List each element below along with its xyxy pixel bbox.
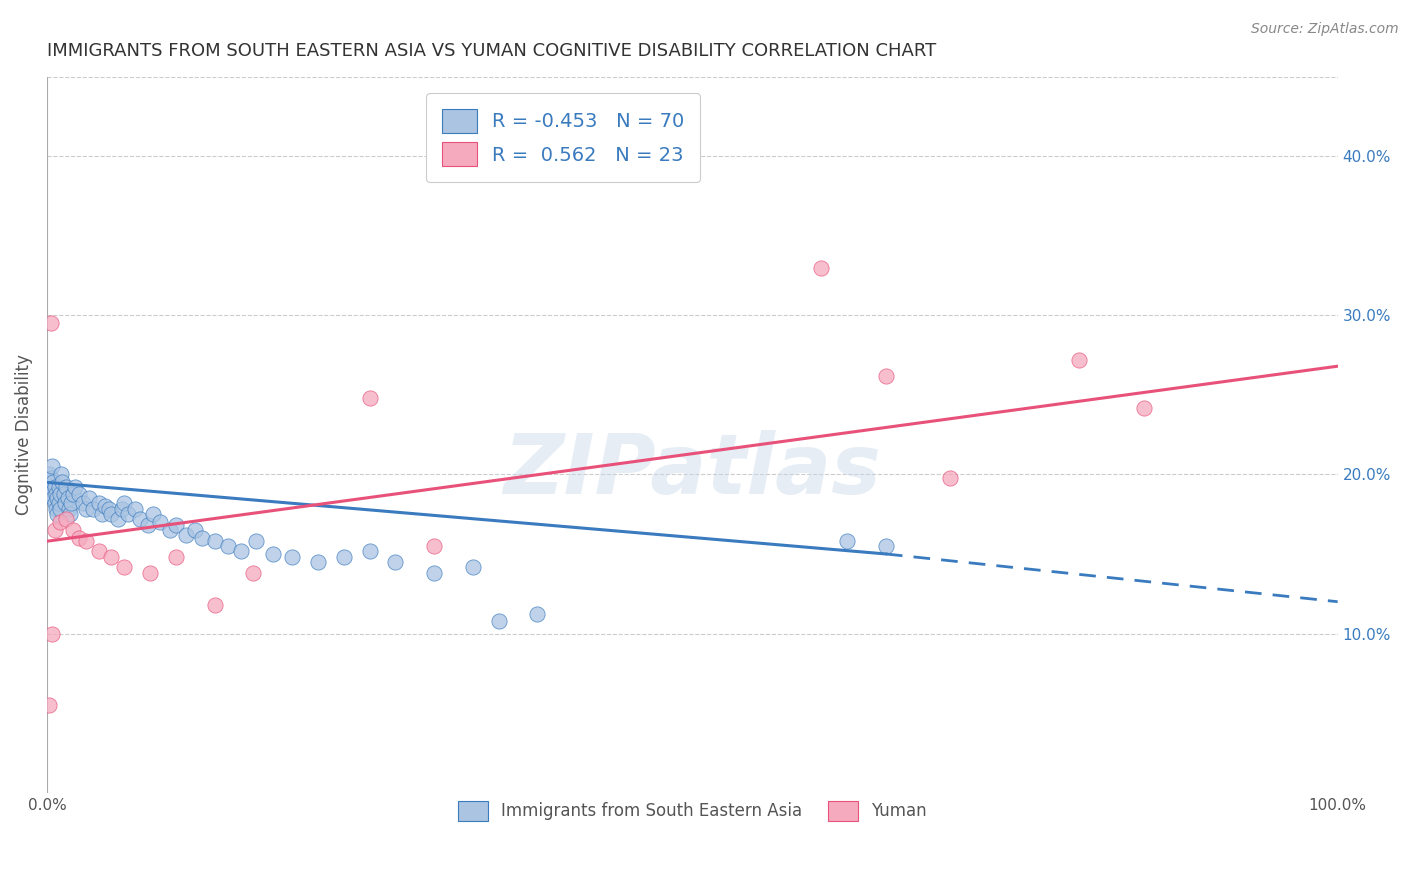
Point — [38, 480, 60, 494]
Point — [51, 475, 73, 490]
Point — [159, 523, 181, 537]
Point — [384, 555, 406, 569]
Point — [1133, 401, 1156, 415]
Y-axis label: Cognitive Disability: Cognitive Disability — [15, 354, 32, 515]
Legend: Immigrants from South Eastern Asia, Yuman: Immigrants from South Eastern Asia, Yuma… — [444, 788, 939, 834]
Point — [79, 491, 101, 506]
Point — [65, 480, 87, 494]
Point — [229, 543, 252, 558]
Point — [939, 470, 962, 484]
Point — [62, 486, 84, 500]
Point — [38, 467, 60, 482]
Point — [112, 496, 135, 510]
Point — [488, 614, 510, 628]
Point — [53, 496, 76, 510]
Point — [124, 502, 146, 516]
Point — [136, 518, 159, 533]
Point — [49, 467, 72, 482]
Point — [184, 523, 207, 537]
Point — [242, 566, 264, 580]
Point — [100, 550, 122, 565]
Point — [44, 480, 66, 494]
Point — [49, 502, 72, 516]
Point — [112, 559, 135, 574]
Point — [87, 543, 110, 558]
Point — [423, 566, 446, 580]
Point — [91, 507, 114, 521]
Point — [72, 496, 94, 510]
Point — [46, 507, 69, 521]
Point — [60, 496, 83, 510]
Point — [117, 507, 139, 521]
Point — [307, 555, 329, 569]
Point — [359, 391, 381, 405]
Point — [810, 260, 832, 275]
Point — [46, 491, 69, 506]
Point — [526, 607, 548, 622]
Text: ZIPatlas: ZIPatlas — [503, 430, 882, 511]
Point — [39, 316, 62, 330]
Point — [49, 515, 72, 529]
Point — [82, 502, 104, 516]
Point — [58, 502, 80, 516]
Point — [42, 491, 65, 506]
Point — [139, 566, 162, 580]
Point — [56, 491, 79, 506]
Point — [52, 486, 75, 500]
Point — [59, 507, 82, 521]
Point — [461, 559, 484, 574]
Text: IMMIGRANTS FROM SOUTH EASTERN ASIA VS YUMAN COGNITIVE DISABILITY CORRELATION CHA: IMMIGRANTS FROM SOUTH EASTERN ASIA VS YU… — [46, 42, 936, 60]
Point — [165, 550, 187, 565]
Point — [37, 475, 59, 490]
Point — [165, 518, 187, 533]
Point — [38, 698, 60, 713]
Point — [41, 459, 63, 474]
Point — [97, 502, 120, 516]
Point — [45, 502, 67, 516]
Point — [281, 550, 304, 565]
Point — [245, 534, 267, 549]
Point — [359, 543, 381, 558]
Point — [128, 512, 150, 526]
Point — [111, 502, 134, 516]
Point — [423, 539, 446, 553]
Point — [332, 550, 354, 565]
Point — [875, 368, 897, 383]
Point — [204, 534, 226, 549]
Point — [837, 534, 859, 549]
Point — [55, 480, 77, 494]
Point — [1069, 352, 1091, 367]
Point — [42, 475, 65, 490]
Point — [75, 534, 97, 549]
Point — [62, 523, 84, 537]
Point — [174, 528, 197, 542]
Point — [107, 512, 129, 526]
Point — [67, 531, 90, 545]
Point — [149, 515, 172, 529]
Point — [217, 539, 239, 553]
Point — [49, 486, 72, 500]
Point — [87, 496, 110, 510]
Point — [39, 470, 62, 484]
Point — [204, 598, 226, 612]
Point — [44, 523, 66, 537]
Point — [41, 626, 63, 640]
Point — [55, 512, 77, 526]
Point — [45, 486, 67, 500]
Point — [94, 500, 117, 514]
Point — [41, 483, 63, 498]
Point — [48, 496, 70, 510]
Point — [48, 480, 70, 494]
Point — [262, 547, 284, 561]
Point — [44, 496, 66, 510]
Point — [67, 486, 90, 500]
Point — [191, 531, 214, 545]
Point — [75, 502, 97, 516]
Point — [39, 486, 62, 500]
Text: Source: ZipAtlas.com: Source: ZipAtlas.com — [1251, 22, 1399, 37]
Point — [875, 539, 897, 553]
Point — [142, 507, 165, 521]
Point — [100, 507, 122, 521]
